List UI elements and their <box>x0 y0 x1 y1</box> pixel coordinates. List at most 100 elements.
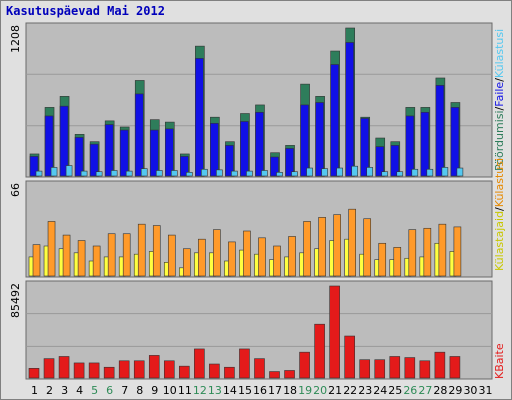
legend-entry: / <box>493 106 506 110</box>
files-bar <box>164 128 174 177</box>
files-bar <box>104 124 114 177</box>
kbytes-bar <box>374 359 386 379</box>
day-label: 8 <box>136 384 143 397</box>
visits-bar <box>243 230 251 277</box>
visits-bar <box>228 241 236 277</box>
visits-small-bar <box>95 171 103 177</box>
visits-small-bar <box>80 170 88 177</box>
files-bar <box>210 123 219 177</box>
visits-small-bar <box>140 168 148 177</box>
day-label: 19 <box>298 384 312 397</box>
day-label: 23 <box>358 384 372 397</box>
day-label: 16 <box>253 384 267 397</box>
visits-small-bar <box>246 170 253 177</box>
visits-small-bar <box>35 170 43 177</box>
visits-small-bar <box>426 168 434 177</box>
visits-small-bar <box>231 170 238 177</box>
day-label: 2 <box>46 384 53 397</box>
kbytes-bar <box>163 360 175 379</box>
legend-bytes: KBaite <box>493 343 506 379</box>
files-bar <box>44 115 54 177</box>
day-label: 1 <box>31 384 38 397</box>
kbytes-bar <box>103 366 115 379</box>
visits-bar <box>378 242 387 277</box>
files-bar <box>180 156 189 177</box>
visits-bar <box>62 234 71 277</box>
legend-entry: / <box>493 78 506 82</box>
visits-bar <box>303 221 311 277</box>
kbytes-bar <box>88 362 100 379</box>
day-label: 25 <box>388 384 402 397</box>
visits-bar <box>92 245 101 277</box>
files-bar <box>240 121 249 177</box>
day-label: 28 <box>433 384 447 397</box>
day-label: 29 <box>448 384 462 397</box>
files-bar <box>285 148 294 177</box>
kbytes-bar <box>299 351 310 379</box>
kbytes-bar <box>389 356 401 379</box>
files-bar <box>420 111 430 177</box>
day-label: 5 <box>91 384 98 397</box>
day-label: 27 <box>418 384 432 397</box>
day-label: 21 <box>328 384 342 397</box>
kbytes-bar <box>359 359 371 379</box>
legend-entry: Külastusi <box>493 158 506 207</box>
kbytes-bar <box>194 348 205 379</box>
visits-bar <box>167 234 176 277</box>
day-label: 17 <box>268 384 282 397</box>
visits-bar <box>333 214 341 277</box>
kbytes-bar <box>434 351 446 379</box>
visits-small-bar <box>321 168 328 177</box>
kbytes-bar <box>344 335 355 379</box>
files-bar <box>89 143 99 177</box>
legend-hits: Pöördumisi/Faile/Külastusi <box>493 29 506 171</box>
files-bar <box>255 111 264 177</box>
files-bar <box>270 156 279 177</box>
kbytes-bar <box>179 365 190 379</box>
files-bar <box>300 104 309 177</box>
kbytes-bar <box>404 357 416 379</box>
day-label: 3 <box>61 384 68 397</box>
files-bar <box>375 146 385 177</box>
visits-small-bar <box>396 171 404 177</box>
kbytes-bar <box>419 360 431 379</box>
visits-bar <box>318 217 326 277</box>
day-label: 31 <box>478 384 492 397</box>
kbytes-bar <box>28 368 40 379</box>
legend-entry: KBaite <box>493 343 506 379</box>
visits-small-bar <box>125 170 133 177</box>
visits-small-bar <box>50 167 58 177</box>
legend-entry: Külastusi <box>493 29 506 78</box>
visits-small-bar <box>336 167 343 177</box>
files-bar <box>435 85 445 177</box>
kbytes-bar <box>224 366 235 379</box>
files-bar <box>74 137 84 177</box>
files-bar <box>59 105 69 177</box>
chart-title: Kasutuspäevad Mai 2012 <box>6 4 165 18</box>
day-label: 12 <box>193 384 207 397</box>
visits-bar <box>198 238 206 277</box>
kbytes-bar <box>449 356 461 379</box>
files-bar <box>315 102 324 177</box>
visits-small-bar <box>186 172 193 177</box>
visits-bar <box>423 227 432 277</box>
visits-bar <box>453 226 462 277</box>
visits-bar <box>107 233 116 277</box>
files-bar <box>29 156 39 177</box>
files-bar <box>390 145 400 177</box>
visits-small-bar <box>291 171 298 177</box>
visits-bar <box>348 208 356 277</box>
visits-small-bar <box>216 169 223 177</box>
day-label: 6 <box>106 384 113 397</box>
visits-bar <box>47 221 56 277</box>
day-label: 22 <box>343 384 357 397</box>
day-label: 4 <box>76 384 83 397</box>
files-bar <box>360 118 370 177</box>
day-label: 20 <box>313 384 327 397</box>
visits-bar <box>152 225 161 277</box>
kbytes-bar <box>284 370 295 379</box>
visits-bar <box>32 244 41 277</box>
kbytes-bar <box>269 371 280 379</box>
